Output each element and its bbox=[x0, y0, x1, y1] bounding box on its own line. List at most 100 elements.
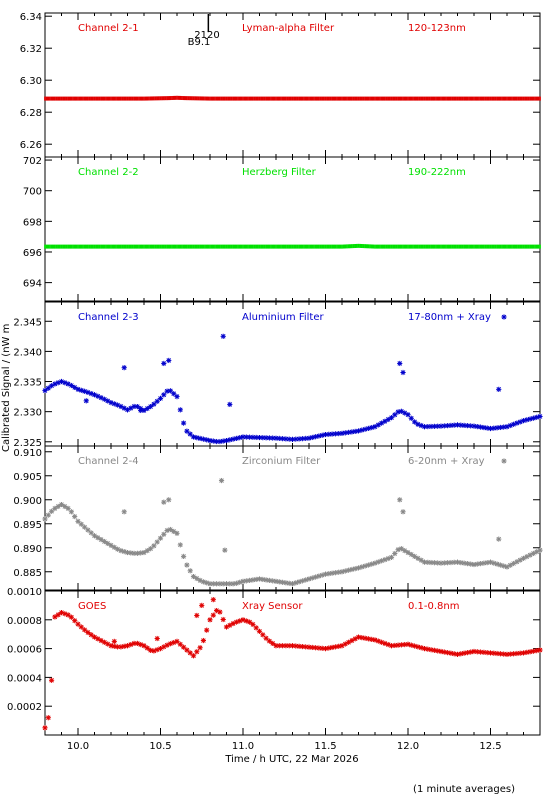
data-point bbox=[412, 419, 418, 425]
data-point bbox=[359, 96, 362, 101]
data-point bbox=[433, 96, 436, 101]
data-point bbox=[212, 96, 215, 101]
flare-marker: 2120 B9.1 bbox=[188, 14, 220, 48]
data-point bbox=[141, 549, 147, 556]
data-point bbox=[529, 96, 531, 101]
data-point bbox=[260, 244, 263, 249]
data-point bbox=[303, 244, 305, 249]
data-point bbox=[441, 96, 444, 101]
panel-frame bbox=[44, 156, 541, 302]
data-point bbox=[384, 96, 386, 101]
data-point bbox=[90, 244, 93, 249]
data-point bbox=[316, 645, 322, 651]
data-point bbox=[453, 96, 456, 101]
data-point bbox=[161, 531, 167, 537]
data-point bbox=[504, 244, 507, 249]
data-point bbox=[281, 96, 284, 101]
data-point bbox=[159, 244, 162, 249]
data-point bbox=[194, 575, 200, 582]
data-point bbox=[78, 521, 84, 527]
data-point bbox=[207, 617, 213, 623]
data-point bbox=[438, 96, 441, 101]
data-point bbox=[197, 244, 200, 249]
data-point bbox=[329, 244, 332, 249]
data-point bbox=[529, 244, 531, 249]
data-point bbox=[524, 649, 530, 655]
data-point bbox=[96, 96, 99, 101]
data-point bbox=[247, 244, 249, 249]
data-point bbox=[412, 244, 414, 249]
data-point bbox=[511, 244, 513, 249]
data-point bbox=[443, 244, 446, 249]
data-point bbox=[535, 244, 538, 249]
x-tick-label: 10.0 bbox=[67, 741, 89, 752]
data-point bbox=[105, 244, 107, 249]
y-axis-label: Calibrated Signal / (nW m bbox=[1, 324, 12, 452]
data-point bbox=[270, 640, 276, 647]
data-point bbox=[181, 95, 183, 100]
data-point bbox=[398, 244, 401, 249]
band-label: 190-222nm bbox=[408, 167, 466, 178]
y-tick-label: 0.890 bbox=[13, 544, 42, 555]
data-point bbox=[146, 244, 149, 249]
data-point bbox=[281, 244, 284, 249]
data-point bbox=[522, 96, 525, 101]
data-point bbox=[484, 244, 487, 249]
data-point bbox=[248, 96, 251, 101]
data-point bbox=[280, 244, 282, 249]
data-point bbox=[296, 96, 299, 101]
data-point bbox=[174, 530, 180, 536]
data-point-outlier bbox=[161, 499, 167, 505]
data-point bbox=[380, 244, 383, 249]
data-point bbox=[217, 244, 220, 249]
data-point bbox=[227, 244, 230, 249]
data-point bbox=[101, 96, 104, 101]
data-point bbox=[367, 96, 370, 101]
data-point bbox=[95, 535, 101, 541]
data-point bbox=[54, 244, 56, 249]
data-point bbox=[209, 244, 211, 249]
data-point bbox=[219, 96, 221, 101]
data-point bbox=[82, 244, 84, 249]
data-point bbox=[428, 244, 431, 249]
data-point bbox=[45, 385, 51, 391]
y-tick-label: 0.910 bbox=[13, 448, 42, 459]
y-tick-label: 2.345 bbox=[13, 317, 42, 328]
data-point bbox=[49, 677, 55, 683]
data-point bbox=[68, 244, 71, 249]
data-point bbox=[415, 244, 418, 249]
data-point bbox=[509, 96, 512, 101]
data-point bbox=[420, 244, 423, 249]
data-point-outlier bbox=[496, 536, 502, 542]
data-point bbox=[349, 566, 355, 573]
data-point bbox=[108, 542, 114, 548]
data-point bbox=[410, 244, 413, 249]
data-point-outlier bbox=[400, 509, 406, 515]
data-point bbox=[369, 96, 371, 101]
data-point bbox=[364, 96, 366, 101]
data-point bbox=[367, 244, 370, 249]
data-point bbox=[67, 244, 69, 249]
data-point bbox=[214, 96, 216, 101]
data-point bbox=[68, 96, 71, 101]
data-point bbox=[187, 96, 190, 101]
data-point bbox=[250, 96, 253, 101]
data-point bbox=[316, 433, 322, 439]
data-point bbox=[120, 96, 122, 101]
data-point bbox=[245, 244, 248, 249]
data-point bbox=[319, 96, 322, 101]
data-point bbox=[420, 96, 423, 101]
data-point bbox=[75, 96, 78, 101]
data-point bbox=[144, 96, 147, 101]
data-point bbox=[283, 244, 286, 249]
data-point bbox=[390, 244, 393, 249]
data-point bbox=[184, 96, 187, 101]
data-point bbox=[98, 96, 101, 101]
data-point bbox=[327, 96, 330, 101]
data-point bbox=[83, 244, 86, 249]
data-point bbox=[384, 244, 386, 249]
data-point bbox=[129, 96, 132, 101]
data-point bbox=[42, 725, 48, 731]
data-point bbox=[440, 244, 442, 249]
data-point bbox=[205, 96, 208, 101]
